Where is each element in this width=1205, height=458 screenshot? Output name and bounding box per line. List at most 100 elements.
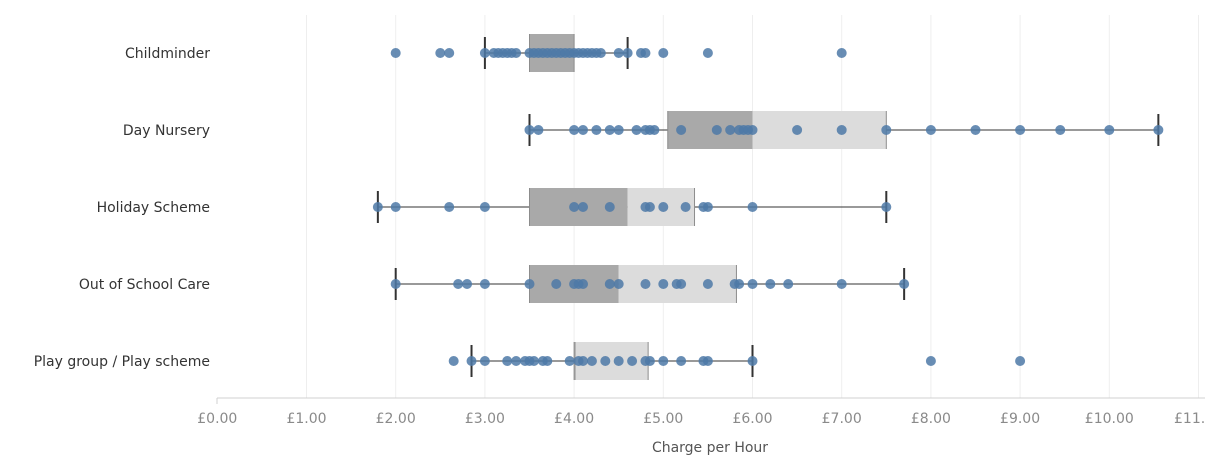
data-point [644,356,655,366]
data-point [613,356,624,366]
data-point [591,125,602,135]
data-point [524,279,535,289]
category-row: Holiday Scheme [97,188,892,226]
data-point [925,356,936,366]
data-point [479,202,490,212]
data-point [747,125,758,135]
data-point [658,202,669,212]
data-point [725,125,736,135]
x-tick-label: £1.00 [286,411,326,427]
data-point [783,279,794,289]
data-point [578,125,589,135]
data-point [970,125,981,135]
x-tick-label: £8.00 [911,411,951,427]
data-point [462,279,473,289]
data-point [644,202,655,212]
data-point [528,356,539,366]
data-point [658,356,669,366]
x-axis: £0.00 £1.00 £2.00 £3.00 £4.00 £5.00 £6.00 £7.00… [197,397,1205,456]
category-label: Day Nursery [123,123,210,139]
data-point [836,125,847,135]
data-point [765,279,776,289]
data-point [604,125,615,135]
box-upper-half [752,111,887,149]
data-point [569,202,580,212]
data-point [586,356,597,366]
data-point [390,48,401,58]
data-point [595,48,606,58]
data-point [390,202,401,212]
data-point [613,48,624,58]
data-point [1153,125,1164,135]
data-point [613,279,624,289]
data-point [542,356,553,366]
data-point [524,125,535,135]
data-point [680,202,691,212]
data-point [734,279,745,289]
data-point [836,279,847,289]
data-point [372,202,383,212]
category-row: Childminder [125,34,847,72]
data-point [711,125,722,135]
data-point [533,125,544,135]
x-tick-label: £9.00 [1000,411,1040,427]
data-point [444,202,455,212]
data-point [702,279,713,289]
x-axis-ticks: £0.00 £1.00 £2.00 £3.00 £4.00 £5.00 £6.00 £7.00… [197,398,1205,427]
data-point [640,48,651,58]
category-row: Out of School Care [79,265,910,303]
data-point [899,279,910,289]
data-point [1015,356,1026,366]
data-point [604,279,615,289]
x-tick-label: £4.00 [554,411,594,427]
data-point [578,356,589,366]
data-point [1055,125,1066,135]
data-point [702,202,713,212]
x-tick-label: £0.00 [197,411,237,427]
data-point [640,279,651,289]
data-point [702,356,713,366]
data-point [658,48,669,58]
data-point [479,356,490,366]
data-point [676,356,687,366]
category-label: Childminder [125,46,210,62]
x-tick-label: £2.00 [376,411,416,427]
data-point [613,125,624,135]
x-tick-label: £3.00 [465,411,505,427]
data-point [792,125,803,135]
data-point [600,356,611,366]
x-tick-label: £10.00 [1085,411,1134,427]
data-point [444,48,455,58]
data-point [747,356,758,366]
x-tick-label: £5.00 [643,411,683,427]
data-point [479,279,490,289]
data-point [479,48,490,58]
data-point [881,125,892,135]
data-point [627,356,638,366]
data-point [881,202,892,212]
x-tick-label: £7.00 [822,411,862,427]
data-point [511,48,522,58]
data-point [1015,125,1026,135]
data-point [448,356,459,366]
data-point [925,125,936,135]
data-point [604,202,615,212]
data-point [649,125,660,135]
category-label: Play group / Play scheme [34,354,210,370]
data-point [747,202,758,212]
data-point [836,48,847,58]
data-point [551,279,562,289]
data-point [578,279,589,289]
data-point [435,48,446,58]
data-point [622,48,633,58]
data-point [390,279,401,289]
data-point [631,125,642,135]
data-point [564,356,575,366]
x-tick-label: £6.00 [732,411,772,427]
x-tick-label: £11.00 [1174,411,1205,427]
data-point [1104,125,1115,135]
category-rows: Childminder Day Nursery Holiday Scheme Out … [34,34,1164,380]
data-point [511,356,522,366]
data-point [453,279,464,289]
